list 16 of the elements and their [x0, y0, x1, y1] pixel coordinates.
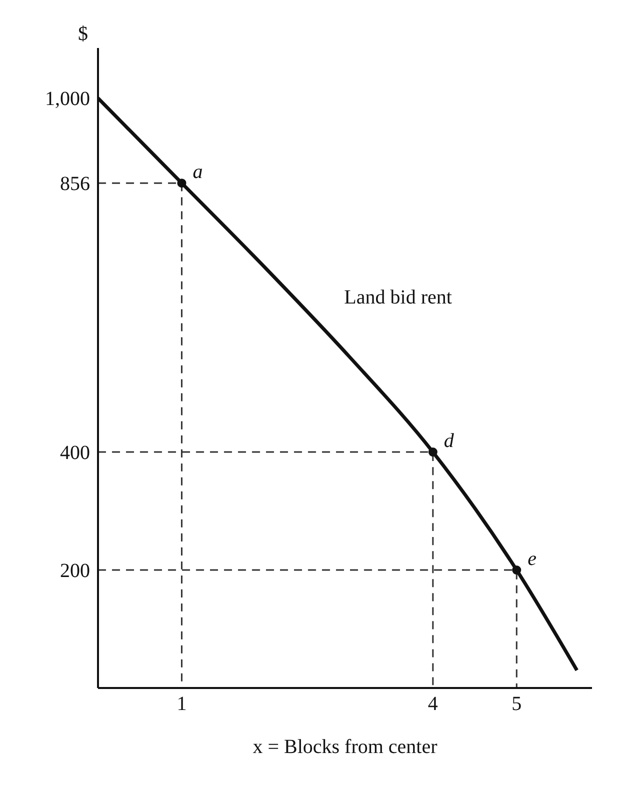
annotation: e — [528, 548, 537, 570]
annotation: a — [192, 161, 203, 184]
y-tick-label: 400 — [60, 442, 90, 464]
x-tick-label: 5 — [512, 693, 522, 716]
x-tick-label: 1 — [176, 693, 187, 716]
y-tick-label: 200 — [60, 560, 90, 582]
series-label: Land bid rent — [344, 286, 452, 309]
point — [177, 178, 186, 188]
y-tick-label: 856 — [60, 173, 90, 196]
y-axis-title: $ — [78, 23, 88, 45]
x-tick-label: 4 — [428, 693, 438, 716]
annotation: d — [444, 430, 455, 452]
x-axis-title: x = Blocks from center — [252, 736, 438, 758]
point — [428, 448, 438, 457]
point — [512, 566, 522, 575]
y-tick-label: 1,000 — [45, 88, 90, 110]
